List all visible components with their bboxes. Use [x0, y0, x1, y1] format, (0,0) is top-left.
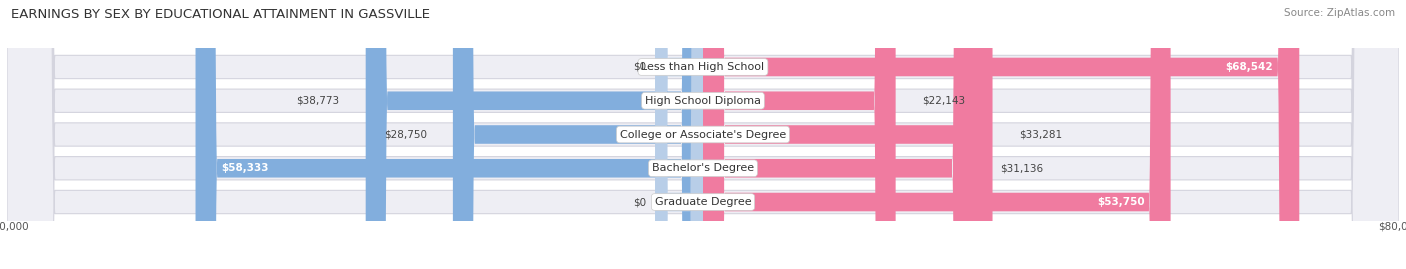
FancyBboxPatch shape — [453, 0, 703, 269]
FancyBboxPatch shape — [703, 0, 974, 269]
FancyBboxPatch shape — [195, 0, 703, 269]
Text: Source: ZipAtlas.com: Source: ZipAtlas.com — [1284, 8, 1395, 18]
Text: Graduate Degree: Graduate Degree — [655, 197, 751, 207]
FancyBboxPatch shape — [703, 0, 1299, 269]
FancyBboxPatch shape — [703, 0, 896, 269]
Text: $0: $0 — [633, 62, 647, 72]
FancyBboxPatch shape — [366, 0, 703, 269]
FancyBboxPatch shape — [703, 0, 1171, 269]
Text: $68,542: $68,542 — [1226, 62, 1274, 72]
Text: $58,333: $58,333 — [222, 163, 269, 173]
Text: EARNINGS BY SEX BY EDUCATIONAL ATTAINMENT IN GASSVILLE: EARNINGS BY SEX BY EDUCATIONAL ATTAINMEN… — [11, 8, 430, 21]
Text: $38,773: $38,773 — [297, 96, 340, 106]
FancyBboxPatch shape — [7, 0, 1399, 269]
FancyBboxPatch shape — [655, 0, 703, 269]
Text: Less than High School: Less than High School — [641, 62, 765, 72]
Text: $0: $0 — [633, 197, 647, 207]
Text: Bachelor's Degree: Bachelor's Degree — [652, 163, 754, 173]
FancyBboxPatch shape — [655, 0, 703, 269]
Text: $28,750: $28,750 — [384, 129, 427, 140]
FancyBboxPatch shape — [7, 0, 1399, 269]
FancyBboxPatch shape — [703, 0, 993, 269]
FancyBboxPatch shape — [7, 0, 1399, 269]
Text: $33,281: $33,281 — [1018, 129, 1062, 140]
Text: $53,750: $53,750 — [1097, 197, 1144, 207]
Text: $22,143: $22,143 — [922, 96, 965, 106]
Text: High School Diploma: High School Diploma — [645, 96, 761, 106]
FancyBboxPatch shape — [7, 0, 1399, 269]
Text: $31,136: $31,136 — [1000, 163, 1043, 173]
Text: College or Associate's Degree: College or Associate's Degree — [620, 129, 786, 140]
FancyBboxPatch shape — [7, 0, 1399, 269]
